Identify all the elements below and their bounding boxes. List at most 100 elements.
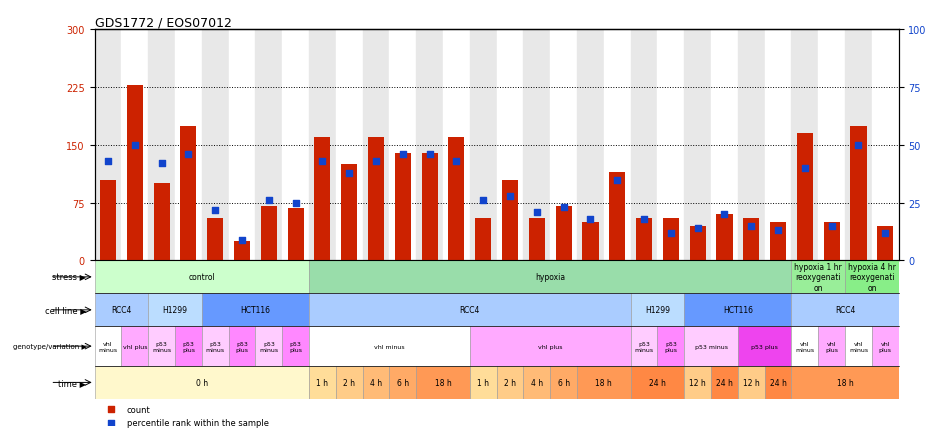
Bar	[850, 126, 867, 261]
Point	[448, 158, 464, 165]
Point	[100, 158, 115, 165]
Bar	[792, 366, 899, 399]
Text: time ▶: time ▶	[59, 378, 87, 387]
Point	[342, 170, 357, 177]
Text: 12 h: 12 h	[743, 378, 760, 387]
Bar	[336, 366, 362, 399]
Point	[850, 142, 866, 149]
Text: p53
plus: p53 plus	[664, 341, 677, 352]
Bar	[255, 30, 282, 261]
Bar	[149, 294, 201, 326]
Text: 2 h: 2 h	[504, 378, 517, 387]
Text: genotype/variation ▶: genotype/variation ▶	[12, 343, 87, 349]
Bar	[716, 215, 732, 261]
Bar	[282, 326, 309, 366]
Point	[636, 265, 651, 272]
Point	[583, 216, 598, 223]
Bar	[309, 366, 336, 399]
Bar	[738, 326, 792, 366]
Bar	[475, 219, 491, 261]
Text: 1 h: 1 h	[477, 378, 489, 387]
Point	[717, 211, 732, 218]
Bar	[770, 222, 786, 261]
Bar	[95, 261, 309, 294]
Bar	[149, 326, 175, 366]
Text: vhl minus: vhl minus	[374, 344, 405, 349]
Bar	[657, 30, 684, 261]
Bar	[792, 261, 845, 294]
Bar	[362, 30, 390, 261]
Bar	[422, 153, 438, 261]
Text: RCC4: RCC4	[835, 306, 855, 315]
Bar	[309, 294, 631, 326]
Bar	[181, 126, 197, 261]
Bar	[631, 294, 684, 326]
Point	[235, 237, 250, 243]
Bar	[497, 30, 523, 261]
Bar	[845, 261, 899, 294]
Bar	[201, 294, 309, 326]
Point	[208, 207, 223, 214]
Bar	[523, 366, 551, 399]
Bar	[95, 294, 149, 326]
Bar	[175, 30, 201, 261]
Text: cell line ▶: cell line ▶	[44, 306, 87, 315]
Bar	[711, 366, 738, 399]
Bar	[657, 326, 684, 366]
Bar	[764, 30, 792, 261]
Bar	[818, 326, 845, 366]
Text: 18 h: 18 h	[434, 378, 451, 387]
Text: 1 h: 1 h	[316, 378, 328, 387]
Bar	[261, 207, 277, 261]
Point	[288, 200, 303, 207]
Bar	[872, 326, 899, 366]
Bar	[792, 326, 818, 366]
Text: H1299: H1299	[163, 306, 187, 315]
Bar	[577, 366, 631, 399]
Text: vhl
minus: vhl minus	[796, 341, 815, 352]
Bar	[201, 30, 229, 261]
Text: HCT116: HCT116	[240, 306, 271, 315]
Text: p53
minus: p53 minus	[152, 341, 171, 352]
Bar	[309, 326, 470, 366]
Text: 2 h: 2 h	[343, 378, 356, 387]
Bar	[877, 226, 893, 261]
Text: RCC4: RCC4	[112, 306, 131, 315]
Bar	[502, 180, 518, 261]
Text: count: count	[127, 405, 150, 414]
Bar	[390, 30, 416, 261]
Bar	[738, 366, 764, 399]
Text: vhl
plus: vhl plus	[879, 341, 892, 352]
Bar	[792, 30, 818, 261]
Text: 24 h: 24 h	[649, 378, 666, 387]
Bar	[764, 366, 792, 399]
Text: stress ▶: stress ▶	[52, 273, 87, 282]
Bar	[684, 294, 792, 326]
Bar	[818, 30, 845, 261]
Bar	[744, 219, 760, 261]
Text: H1299: H1299	[645, 306, 670, 315]
Bar	[149, 30, 175, 261]
Text: hypoxia 4 hr
reoxygenati
on: hypoxia 4 hr reoxygenati on	[848, 262, 896, 292]
Text: hypoxia 1 hr
reoxygenati
on: hypoxia 1 hr reoxygenati on	[795, 262, 842, 292]
Bar	[711, 30, 738, 261]
Point	[395, 151, 411, 158]
Point	[609, 177, 624, 184]
Text: p53
minus: p53 minus	[259, 341, 278, 352]
Bar	[100, 180, 116, 261]
Text: vhl plus: vhl plus	[123, 344, 147, 349]
Bar	[690, 226, 706, 261]
Bar	[95, 326, 121, 366]
Text: 18 h: 18 h	[595, 378, 612, 387]
Text: 24 h: 24 h	[716, 378, 733, 387]
Bar	[229, 326, 255, 366]
Point	[476, 197, 491, 204]
Point	[637, 216, 652, 223]
Text: 0 h: 0 h	[196, 378, 208, 387]
Bar	[631, 326, 657, 366]
Text: p53 plus: p53 plus	[751, 344, 779, 349]
Bar	[314, 138, 330, 261]
Bar	[797, 134, 813, 261]
Text: control: control	[188, 273, 215, 282]
Bar	[207, 219, 223, 261]
